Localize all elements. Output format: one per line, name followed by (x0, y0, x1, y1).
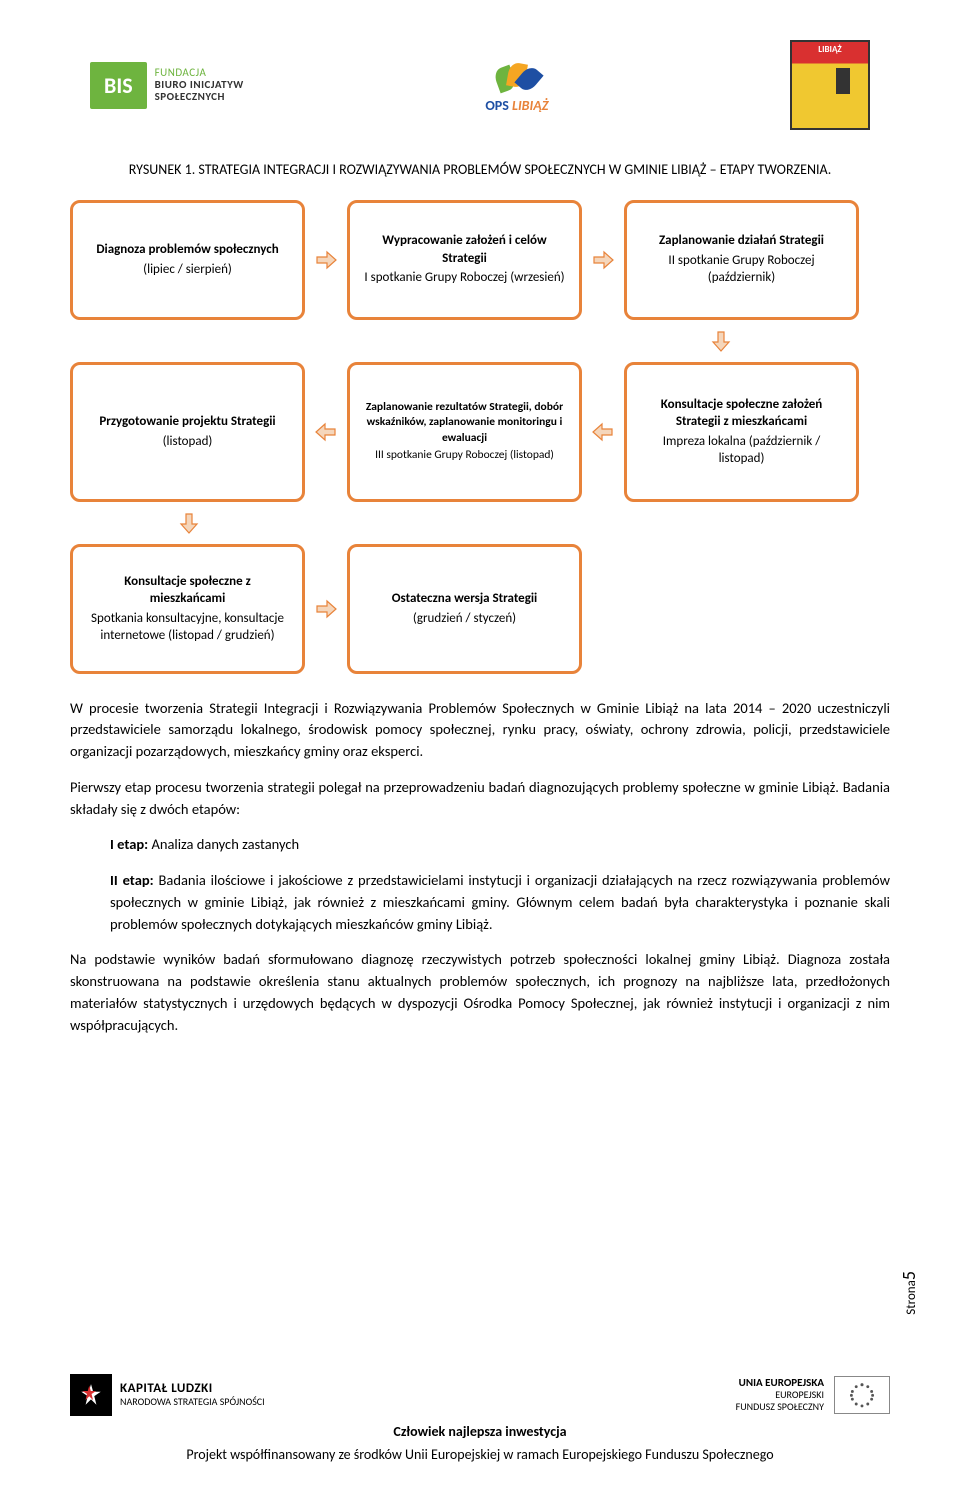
kapital-ludzki-logo: KAPITAŁ LUDZKI NARODOWA STRATEGIA SPÓJNO… (70, 1374, 265, 1416)
arrow-left-icon (315, 421, 337, 443)
flow-box-wypracowanie: Wypracowanie założeń i celów Strategii I… (347, 200, 582, 320)
arrow-down-icon (178, 512, 200, 534)
flow-box-diagnoza: Diagnoza problemów społecznych (lipiec /… (70, 200, 305, 320)
down-arrow-row-1 (70, 330, 890, 352)
eu-flag-icon (834, 1376, 890, 1414)
down-arrow-row-2 (70, 512, 890, 534)
paragraph-2: Pierwszy etap procesu tworzenia strategi… (70, 777, 890, 821)
arrow-left-icon (592, 421, 614, 443)
etap-1: I etap: Analiza danych zastanych (70, 834, 890, 856)
page-number: Strona5 (898, 1271, 920, 1315)
footer-logos: KAPITAŁ LUDZKI NARODOWA STRATEGIA SPÓJNO… (70, 1374, 890, 1416)
header-logos: BIS FUNDACJA BIURO INICJATYW SPOŁECZNYCH… (70, 40, 890, 130)
footer-text: Człowiek najlepsza inwestycja Projekt ws… (70, 1422, 890, 1465)
flow-row-1: Diagnoza problemów społecznych (lipiec /… (70, 200, 890, 320)
ops-logo: OPS LIBIĄŻ (485, 57, 548, 114)
flow-box-zaplanowanie-rezultatow: Zaplanowanie rezultatów Strategii, dobór… (347, 362, 582, 502)
arrow-down-icon (710, 330, 732, 352)
arrow-right-icon (592, 249, 614, 271)
arrow-right-icon (315, 598, 337, 620)
flow-box-ostateczna: Ostateczna wersja Strategii (grudzień / … (347, 544, 582, 674)
bis-logo: BIS FUNDACJA BIURO INICJATYW SPOŁECZNYCH (90, 62, 244, 109)
flow-box-zaplanowanie-dzialan: Zaplanowanie działań Strategii II spotka… (624, 200, 859, 320)
bis-text: FUNDACJA BIURO INICJATYW SPOŁECZNYCH (155, 67, 244, 103)
kl-text: KAPITAŁ LUDZKI NARODOWA STRATEGIA SPÓJNO… (120, 1382, 265, 1407)
flow-row-2: Przygotowanie projektu Strategii (listop… (70, 362, 890, 502)
flow-box-konsultacje-zalozen: Konsultacje społeczne założeń Strategii … (624, 362, 859, 502)
eu-text: UNIA EUROPEJSKA EUROPEJSKI FUNDUSZ SPOŁE… (736, 1376, 824, 1413)
ops-text: OPS LIBIĄŻ (485, 97, 548, 114)
flow-row-3: Konsultacje społeczne z mieszkańcami Spo… (70, 544, 890, 674)
flow-box-konsultacje-spoleczne: Konsultacje społeczne z mieszkańcami Spo… (70, 544, 305, 674)
kl-star-icon (70, 1374, 112, 1416)
etap-2: II etap: Badania ilościowe i jakościowe … (70, 870, 890, 935)
eu-logo: UNIA EUROPEJSKA EUROPEJSKI FUNDUSZ SPOŁE… (736, 1376, 890, 1414)
libiaz-crest: LIBIĄŻ (790, 40, 870, 130)
bis-badge: BIS (90, 62, 147, 109)
paragraph-1: W procesie tworzenia Strategii Integracj… (70, 698, 890, 763)
flow-box-przygotowanie: Przygotowanie projektu Strategii (listop… (70, 362, 305, 502)
ops-icon (492, 57, 542, 97)
page-title: RYSUNEK 1. STRATEGIA INTEGRACJI I ROZWIĄ… (70, 160, 890, 180)
footer: KAPITAŁ LUDZKI NARODOWA STRATEGIA SPÓJNO… (70, 1374, 890, 1465)
paragraph-3: Na podstawie wyników badań sformułowano … (70, 949, 890, 1036)
arrow-right-icon (315, 249, 337, 271)
